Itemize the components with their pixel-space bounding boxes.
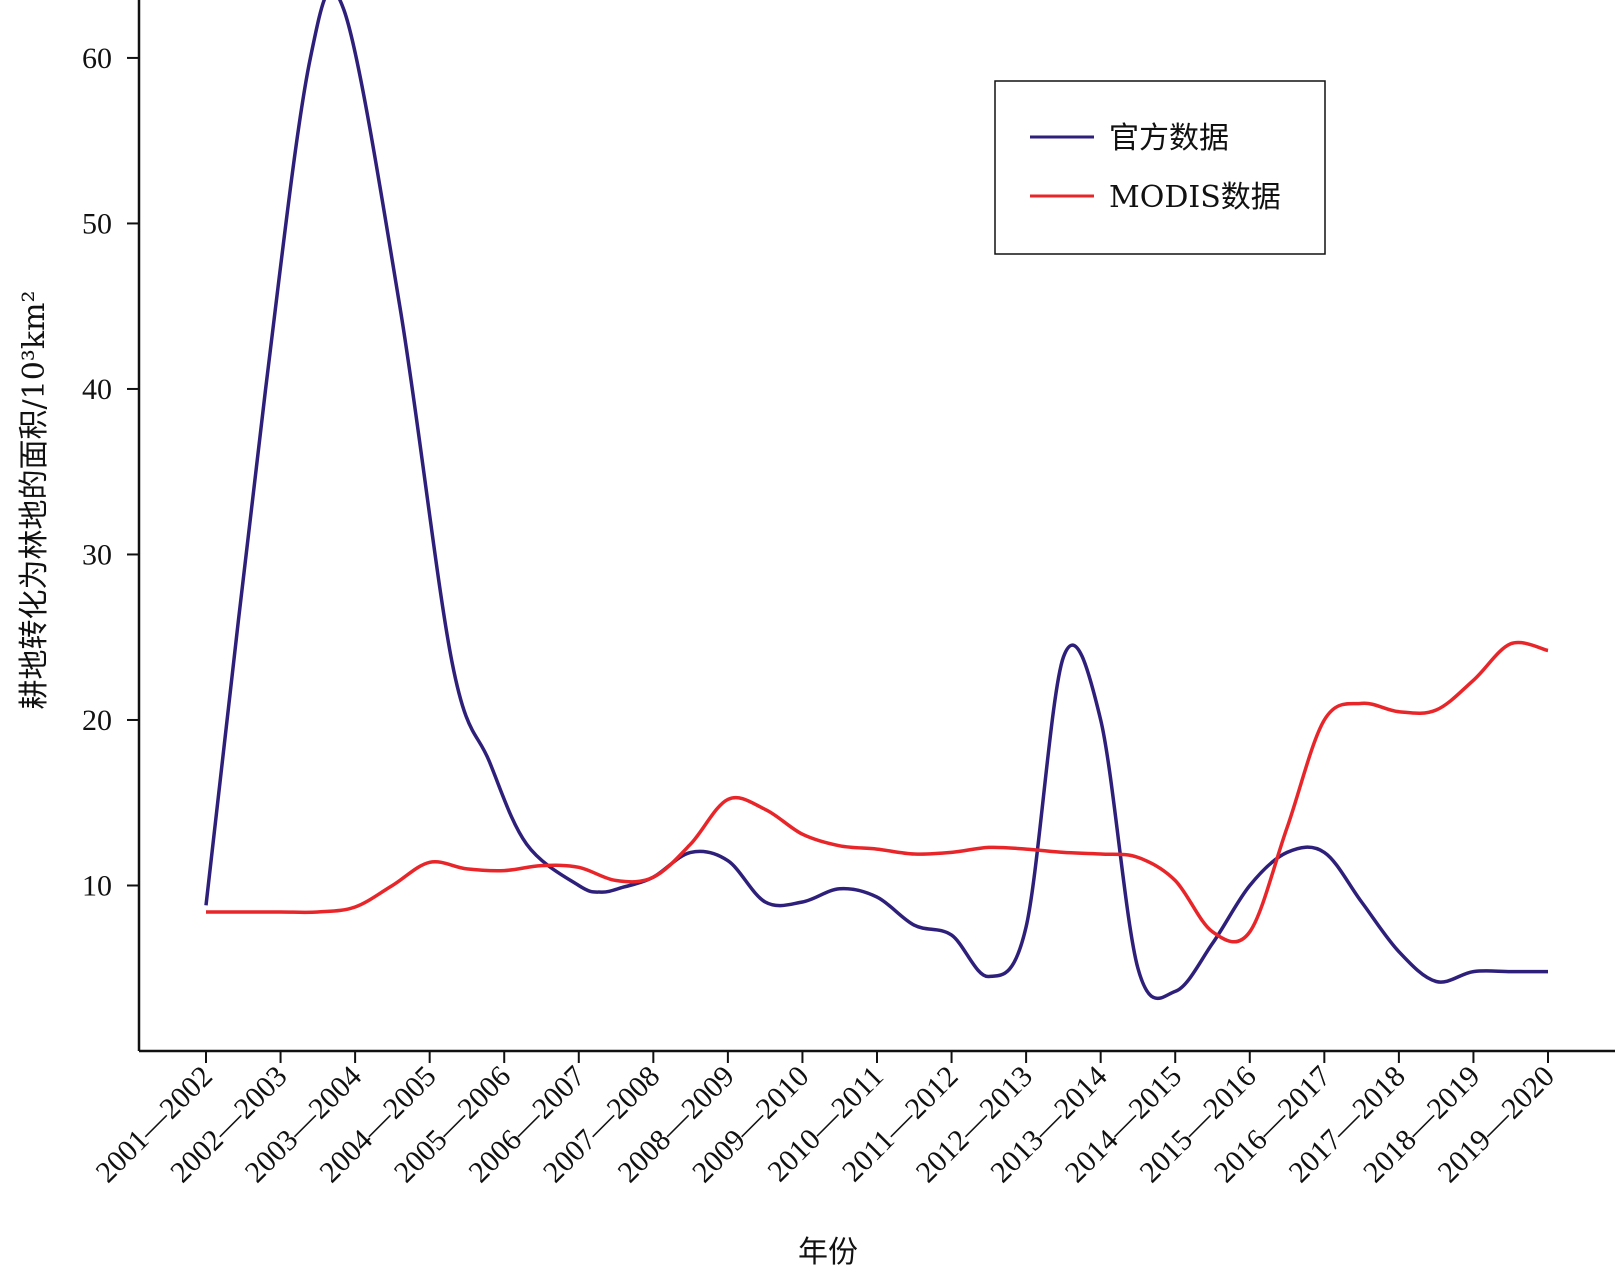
y-tick-label: 10 — [82, 869, 112, 902]
series-lines — [204, 0, 1549, 1001]
axes: 10 20 30 40 50 60 2001—20022002—20032003—2004… — [82, 0, 1615, 1189]
legend-label-official: 官方数据 — [1109, 121, 1229, 156]
y-tick-label: 60 — [82, 42, 112, 75]
y-ticks: 10 20 30 40 50 60 — [82, 42, 139, 902]
series-line-modis — [206, 640, 1549, 944]
y-tick-label: 40 — [82, 373, 112, 406]
legend: 官方数据 MODIS数据 — [994, 80, 1326, 255]
y-axis-title: 耕地转化为林地的面积/10³km² — [17, 291, 52, 710]
x-ticks: 2001—20022002—20032003—20042004—20052005… — [90, 1051, 1561, 1189]
legend-box — [994, 80, 1326, 255]
x-axis-title: 年份 — [798, 1235, 858, 1268]
series-line-official — [204, 0, 1548, 1001]
legend-label-modis: MODIS数据 — [1109, 180, 1281, 215]
y-tick-label: 30 — [82, 538, 112, 571]
y-tick-label: 20 — [82, 704, 112, 737]
y-tick-label: 50 — [82, 207, 112, 240]
